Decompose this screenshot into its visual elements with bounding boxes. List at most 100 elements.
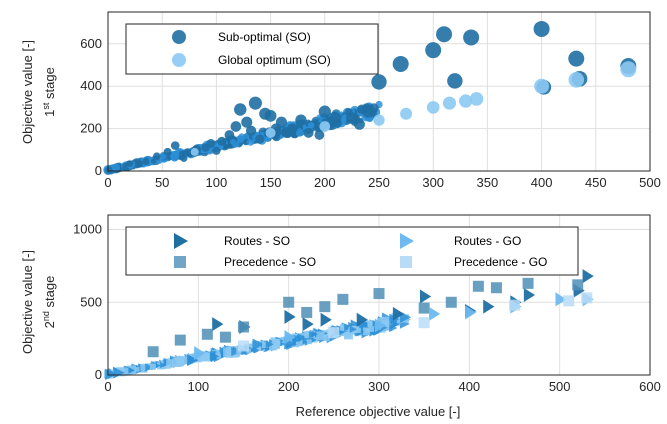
data-point — [371, 74, 387, 90]
data-point — [215, 352, 221, 358]
data-point — [376, 317, 384, 324]
data-point — [323, 334, 331, 342]
data-point — [563, 295, 575, 307]
data-point — [555, 292, 567, 307]
data-point — [163, 147, 172, 156]
data-point — [391, 320, 400, 329]
data-point — [320, 312, 332, 327]
data-point — [429, 306, 441, 321]
legend-label-precedence-so: Precedence - SO — [224, 255, 316, 269]
data-point — [252, 346, 260, 354]
series-global-optimum-so — [190, 61, 637, 156]
data-point — [105, 166, 113, 174]
data-point — [362, 105, 375, 118]
data-point — [234, 103, 247, 116]
x-tick-label: 200 — [314, 175, 336, 190]
data-point — [264, 109, 277, 122]
data-point — [284, 309, 296, 324]
data-point — [368, 326, 375, 332]
data-point — [120, 367, 129, 376]
data-point — [426, 101, 440, 114]
data-point — [247, 138, 255, 146]
x-tick-label: 100 — [187, 379, 209, 394]
data-point — [418, 317, 430, 329]
data-point — [523, 288, 536, 302]
series-routes-so — [212, 269, 594, 334]
data-point — [284, 330, 296, 345]
data-point — [261, 341, 269, 349]
x-tick-label: 100 — [206, 175, 228, 190]
top-ylabel-stage: 1st stage — [41, 67, 57, 117]
data-point — [307, 122, 315, 129]
x-tick-label: 300 — [422, 175, 444, 190]
data-point — [230, 121, 242, 132]
x-tick-label: 0 — [104, 175, 111, 190]
data-point — [295, 128, 304, 137]
data-point — [346, 112, 358, 124]
data-point — [238, 133, 246, 141]
dense-points — [103, 311, 412, 381]
data-point — [533, 20, 550, 37]
data-point — [447, 73, 463, 89]
legend-label-routes-so: Routes - SO — [224, 234, 290, 248]
data-point — [582, 269, 594, 284]
x-tick-label: 500 — [639, 175, 661, 190]
y-tick-label: 0 — [95, 367, 102, 382]
data-point — [201, 328, 213, 340]
data-point — [436, 26, 453, 43]
data-point — [113, 367, 125, 379]
legend-label-precedence-go: Precedence - GO — [454, 255, 547, 269]
legend-marker-so — [172, 30, 186, 44]
data-point — [271, 338, 280, 346]
data-point — [319, 121, 331, 132]
data-point — [166, 359, 174, 367]
data-point — [177, 358, 183, 364]
series-precedence-go — [238, 292, 593, 352]
plot-frame — [107, 214, 651, 376]
data-point — [230, 139, 236, 145]
data-point — [309, 330, 317, 339]
data-point — [287, 123, 298, 134]
data-point — [206, 138, 216, 148]
data-point — [280, 336, 287, 343]
data-point — [509, 299, 520, 311]
data-point — [194, 346, 206, 361]
data-point — [522, 277, 534, 289]
data-point — [170, 141, 180, 150]
data-point — [126, 366, 135, 375]
data-point — [304, 330, 312, 339]
data-point — [255, 134, 265, 144]
data-point — [490, 282, 502, 294]
data-point — [355, 327, 361, 333]
data-point — [373, 114, 385, 126]
bottom-panel: 0 100 200 300 400 500 600 0 500 1000 — [73, 214, 661, 394]
x-tick-label: 500 — [549, 379, 571, 394]
data-point — [197, 355, 204, 362]
data-point — [150, 158, 157, 164]
data-point — [190, 147, 199, 156]
data-point — [238, 340, 249, 352]
data-point — [381, 316, 390, 325]
data-point — [293, 334, 303, 344]
data-point — [265, 127, 276, 138]
x-tick-label: 150 — [260, 175, 282, 190]
data-point — [171, 358, 181, 367]
legend-marker-routes-go — [400, 233, 414, 249]
y-tick-label: 400 — [80, 78, 102, 93]
data-point — [126, 160, 134, 167]
data-point — [149, 363, 156, 370]
data-point — [248, 96, 262, 110]
x-tick-label: 400 — [458, 379, 480, 394]
data-point — [339, 324, 347, 332]
x-tick-label: 0 — [104, 379, 111, 394]
data-point — [147, 346, 159, 358]
data-point — [344, 331, 352, 339]
legend-marker-routes-so — [174, 233, 188, 249]
bottom-legend: Routes - SO Precedence - SO Routes - GO … — [125, 226, 579, 276]
data-point — [223, 144, 230, 150]
x-tick-label: 250 — [368, 175, 390, 190]
data-point — [418, 302, 430, 314]
series-precedence-so — [147, 277, 584, 358]
data-point — [135, 160, 143, 168]
